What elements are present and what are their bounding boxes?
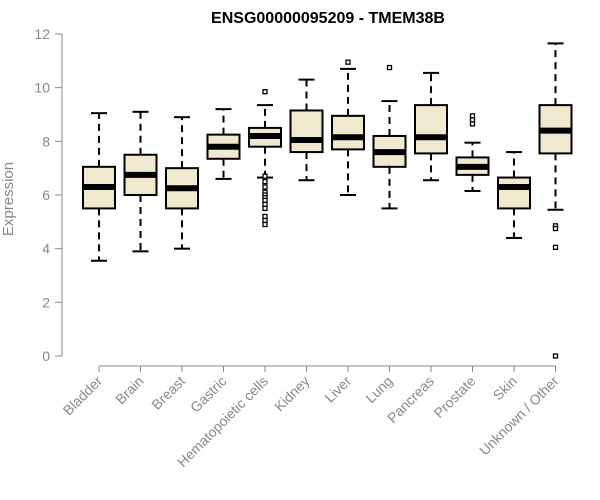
box-4	[248, 89, 282, 228]
y-axis: 0 2 4 6 8 10 12	[34, 26, 63, 364]
x-category-label: Lung	[362, 373, 395, 406]
box-2	[165, 116, 199, 250]
box-iqr	[414, 104, 448, 155]
outlier-point	[262, 173, 268, 179]
box-8	[414, 71, 448, 182]
outlier-point	[469, 121, 476, 127]
x-category-label: Skin	[490, 373, 521, 404]
outlier-point	[552, 225, 559, 232]
box-10	[497, 151, 531, 239]
box-iqr	[497, 176, 531, 210]
outlier-point	[262, 205, 268, 212]
box-3	[206, 108, 241, 180]
x-category-label: Prostate	[430, 373, 478, 421]
x-category-label: Unknown / Other	[476, 373, 562, 459]
outlier-point	[262, 221, 268, 228]
box-0	[82, 112, 116, 262]
outlier-point	[345, 59, 351, 65]
y-axis-label: Expression	[0, 162, 17, 236]
box-iqr	[331, 114, 365, 151]
box-9	[455, 113, 490, 192]
y-tick-label: 10	[34, 80, 50, 96]
outlier-point	[386, 64, 393, 71]
y-tick-label: 0	[42, 348, 50, 364]
y-tick-label: 12	[34, 26, 50, 42]
box-7	[372, 64, 407, 210]
box-11	[538, 42, 573, 359]
y-tick-label: 4	[42, 241, 50, 257]
outlier-point	[262, 89, 268, 95]
outlier-point	[552, 353, 559, 359]
box-iqr	[289, 109, 324, 154]
outlier-point	[262, 178, 268, 185]
outlier-point	[552, 244, 559, 250]
x-category-label: Brain	[112, 373, 146, 407]
x-category-label: Kidney	[271, 373, 313, 415]
boxes-group	[82, 42, 573, 359]
y-tick-label: 2	[42, 294, 50, 310]
outlier-point	[262, 184, 268, 190]
x-category-label: Liver	[321, 373, 354, 406]
y-tick-label: 6	[42, 187, 50, 203]
box-6	[331, 59, 365, 196]
box-1	[123, 110, 158, 253]
chart-title: ENSG00000095209 - TMEM38B	[211, 10, 445, 27]
box-5	[289, 78, 324, 182]
x-category-label: Breast	[148, 373, 188, 413]
y-tick-label: 8	[42, 133, 50, 149]
x-category-label: Bladder	[60, 373, 106, 419]
